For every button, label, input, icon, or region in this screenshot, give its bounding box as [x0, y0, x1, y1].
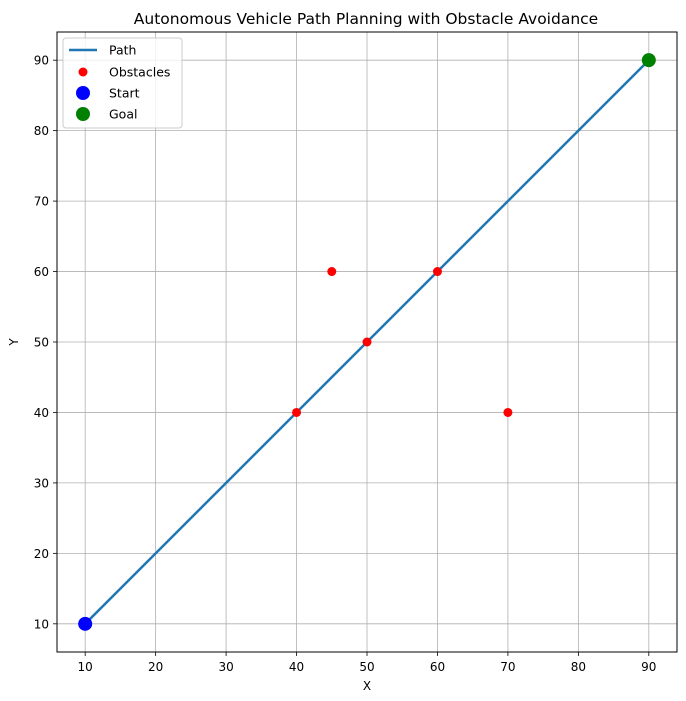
y-tick-label: 60 — [34, 265, 49, 279]
legend-label-path: Path — [109, 43, 136, 58]
legend-label-start: Start — [109, 86, 140, 101]
y-tick-label: 40 — [34, 406, 49, 420]
y-tick-label: 50 — [34, 336, 49, 350]
y-tick-label: 70 — [34, 195, 49, 209]
y-tick-label: 20 — [34, 547, 49, 561]
x-tick-label: 20 — [148, 660, 163, 674]
x-tick-label: 50 — [359, 660, 374, 674]
x-tick-label: 70 — [500, 660, 515, 674]
legend: Path Obstacles Start Goal — [62, 37, 183, 129]
x-tick-label: 10 — [78, 660, 93, 674]
x-axis-ticks: 10 20 30 40 50 60 70 80 90 — [78, 652, 656, 674]
legend-swatch-start — [76, 86, 90, 100]
x-axis-label: X — [363, 679, 371, 693]
y-tick-label: 10 — [34, 617, 49, 631]
y-tick-label: 30 — [34, 476, 49, 490]
chart-title: Autonomous Vehicle Path Planning with Ob… — [134, 10, 598, 28]
goal-point — [641, 53, 656, 68]
y-tick-label: 90 — [34, 54, 49, 68]
legend-swatch-goal — [76, 107, 90, 121]
x-tick-label: 30 — [218, 660, 233, 674]
obstacle-point — [432, 267, 442, 277]
y-tick-label: 80 — [34, 124, 49, 138]
plot-area — [78, 53, 656, 631]
x-tick-label: 80 — [571, 660, 586, 674]
x-tick-label: 40 — [289, 660, 304, 674]
legend-box — [62, 37, 183, 129]
x-tick-label: 90 — [641, 660, 656, 674]
obstacle-point — [327, 267, 337, 277]
obstacle-point — [362, 337, 372, 347]
obstacle-point — [292, 407, 302, 417]
legend-swatch-obstacles — [78, 67, 88, 77]
legend-label-obstacles: Obstacles — [109, 65, 170, 80]
x-tick-label: 60 — [430, 660, 445, 674]
legend-label-goal: Goal — [109, 107, 137, 122]
y-axis-ticks: 10 20 30 40 50 60 70 80 90 — [34, 54, 57, 631]
obstacle-point — [503, 407, 513, 417]
start-point — [78, 616, 93, 631]
y-axis-label: Y — [7, 338, 21, 347]
